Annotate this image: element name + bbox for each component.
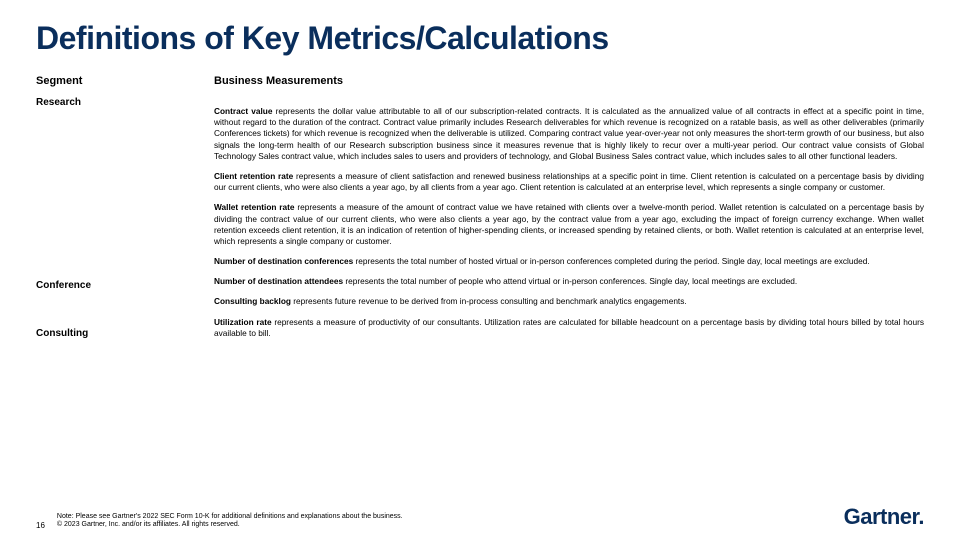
term: Number of destination attendees xyxy=(214,276,343,286)
footer: 16 Note: Please see Gartner's 2022 SEC F… xyxy=(36,504,924,530)
footer-notes: Note: Please see Gartner's 2022 SEC Form… xyxy=(57,513,403,531)
term: Utilization rate xyxy=(214,317,272,327)
segment-label-consulting: Consulting xyxy=(36,328,196,339)
measurements-column: Business Measurements Contract value rep… xyxy=(214,75,924,339)
para-dest-attendees: Number of destination attendees represen… xyxy=(214,276,924,287)
page-number: 16 xyxy=(36,521,45,530)
term-text: represents the dollar value attributable… xyxy=(214,106,924,161)
term: Consulting backlog xyxy=(214,296,291,306)
segment-label-research: Research xyxy=(36,97,196,197)
term: Client retention rate xyxy=(214,171,293,181)
para-dest-conferences: Number of destination conferences repres… xyxy=(214,256,924,267)
term-text: represents the total number of people wh… xyxy=(343,276,797,286)
para-contract-value: Contract value represents the dollar val… xyxy=(214,106,924,162)
term-text: represents a measure of client satisfact… xyxy=(214,171,924,192)
term-text: represents future revenue to be derived … xyxy=(291,296,687,306)
footer-note-2: © 2023 Gartner, Inc. and/or its affiliat… xyxy=(57,521,403,530)
term: Number of destination conferences xyxy=(214,256,353,266)
term: Contract value xyxy=(214,106,273,116)
content-grid: Segment Research Conference Consulting B… xyxy=(36,75,924,339)
slide: Definitions of Key Metrics/Calculations … xyxy=(0,0,960,540)
segment-column: Segment Research Conference Consulting xyxy=(36,75,196,339)
segment-header: Segment xyxy=(36,75,196,87)
logo-dot: . xyxy=(918,504,924,529)
measurements-header: Business Measurements xyxy=(214,75,924,87)
para-consulting-backlog: Consulting backlog represents future rev… xyxy=(214,296,924,307)
term-text: represents a measure of the amount of co… xyxy=(214,202,924,246)
para-utilization-rate: Utilization rate represents a measure of… xyxy=(214,317,924,339)
logo-text: Gartner xyxy=(844,504,919,529)
para-wallet-retention: Wallet retention rate represents a measu… xyxy=(214,202,924,247)
gartner-logo: Gartner. xyxy=(844,504,924,530)
segment-label-conference: Conference xyxy=(36,280,196,320)
footer-left: 16 Note: Please see Gartner's 2022 SEC F… xyxy=(36,513,403,531)
term: Wallet retention rate xyxy=(214,202,295,212)
term-text: represents a measure of productivity of … xyxy=(214,317,924,338)
term-text: represents the total number of hosted vi… xyxy=(353,256,869,266)
page-title: Definitions of Key Metrics/Calculations xyxy=(36,20,924,57)
footer-note-1: Note: Please see Gartner's 2022 SEC Form… xyxy=(57,513,403,522)
para-client-retention: Client retention rate represents a measu… xyxy=(214,171,924,193)
